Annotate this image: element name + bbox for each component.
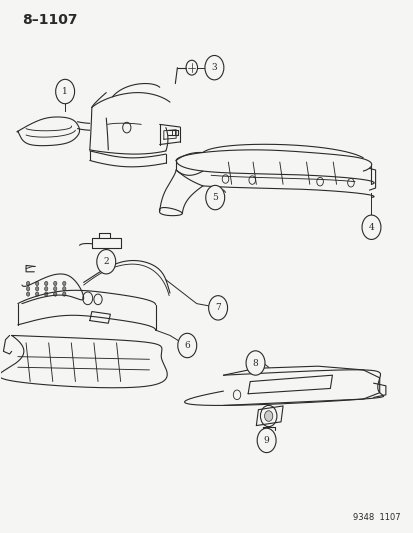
Circle shape — [45, 281, 48, 286]
Circle shape — [222, 175, 228, 183]
Circle shape — [83, 292, 93, 305]
Text: 9348  1107: 9348 1107 — [352, 513, 399, 522]
Circle shape — [45, 287, 48, 291]
Circle shape — [36, 292, 39, 296]
Circle shape — [204, 55, 223, 80]
Circle shape — [260, 406, 276, 426]
Circle shape — [94, 294, 102, 305]
Text: 4: 4 — [368, 223, 373, 232]
Circle shape — [62, 287, 66, 291]
Circle shape — [26, 292, 30, 296]
Circle shape — [177, 333, 196, 358]
Circle shape — [205, 185, 224, 210]
Circle shape — [55, 79, 74, 104]
Circle shape — [256, 428, 275, 453]
Circle shape — [54, 287, 57, 291]
Circle shape — [36, 281, 39, 286]
Text: 5: 5 — [212, 193, 218, 202]
Circle shape — [264, 411, 272, 421]
Circle shape — [208, 296, 227, 320]
Circle shape — [361, 215, 380, 239]
Circle shape — [26, 281, 30, 286]
Circle shape — [26, 287, 30, 291]
Circle shape — [54, 292, 57, 296]
Circle shape — [316, 177, 323, 186]
Circle shape — [245, 351, 264, 375]
Text: 3: 3 — [211, 63, 217, 72]
Circle shape — [54, 281, 57, 286]
Circle shape — [97, 249, 115, 274]
Text: 6: 6 — [184, 341, 190, 350]
Text: 7: 7 — [215, 303, 221, 312]
Circle shape — [62, 292, 66, 296]
Text: 8: 8 — [252, 359, 258, 367]
Circle shape — [233, 390, 240, 400]
Text: 9: 9 — [263, 436, 269, 445]
Circle shape — [122, 122, 131, 133]
Text: 8–1107: 8–1107 — [22, 13, 77, 27]
Circle shape — [347, 179, 354, 187]
Circle shape — [248, 176, 255, 184]
Circle shape — [45, 292, 48, 296]
Text: 2: 2 — [103, 257, 109, 266]
Text: 1: 1 — [62, 87, 68, 96]
Circle shape — [36, 287, 39, 291]
Circle shape — [185, 60, 197, 75]
Circle shape — [62, 281, 66, 286]
